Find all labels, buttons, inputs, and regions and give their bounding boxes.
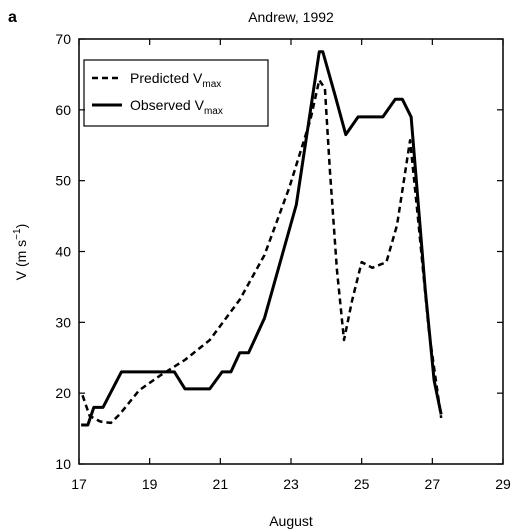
y-tick-label: 70 [55, 31, 71, 47]
series-line [81, 50, 443, 427]
x-tick-label: 23 [283, 476, 299, 492]
legend-box [83, 59, 269, 127]
y-tick-label: 60 [55, 102, 71, 118]
y-tick-label: 30 [55, 314, 71, 330]
legend-label: Predicted Vmax [130, 70, 221, 90]
series-line [81, 78, 443, 425]
y-axis-label: V (m s−1) [12, 224, 29, 281]
x-tick-label: 25 [354, 476, 370, 492]
panel-label: a [8, 9, 17, 26]
x-tick-label: 29 [495, 476, 511, 492]
y-tick-label: 50 [55, 173, 71, 189]
x-tick-label: 21 [213, 476, 229, 492]
x-tick-label: 17 [71, 476, 87, 492]
y-tick-label: 20 [55, 385, 71, 401]
legend-label: Observed Vmax [130, 97, 223, 117]
x-axis-label: August [269, 513, 313, 529]
y-tick-label: 10 [55, 456, 71, 472]
x-tick-label: 19 [142, 476, 158, 492]
chart-title: Andrew, 1992 [248, 9, 334, 25]
y-tick-label: 40 [55, 244, 71, 260]
x-tick-label: 27 [425, 476, 441, 492]
